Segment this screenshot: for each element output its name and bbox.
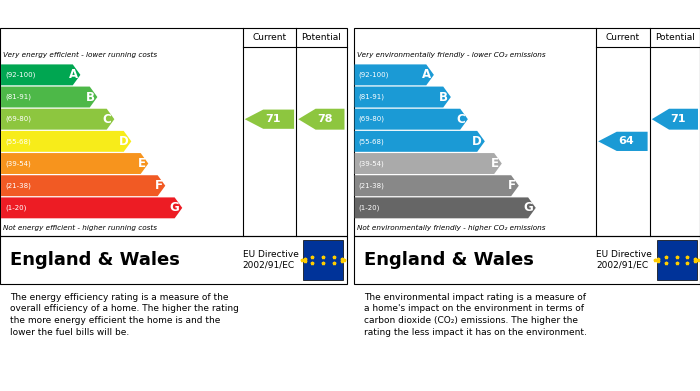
Polygon shape [1, 109, 114, 130]
Text: F: F [155, 179, 162, 192]
Text: Energy Efficiency Rating: Energy Efficiency Rating [10, 7, 194, 20]
Text: (92-100): (92-100) [358, 72, 389, 78]
Polygon shape [245, 109, 294, 129]
Polygon shape [354, 153, 502, 174]
Text: D: D [473, 135, 482, 148]
Text: Potential: Potential [302, 33, 342, 42]
Polygon shape [354, 86, 451, 108]
Text: B: B [439, 91, 448, 104]
Text: (21-38): (21-38) [358, 183, 384, 189]
Text: (81-91): (81-91) [5, 94, 32, 100]
Text: (92-100): (92-100) [5, 72, 36, 78]
Text: D: D [119, 135, 129, 148]
Text: Very energy efficient - lower running costs: Very energy efficient - lower running co… [4, 52, 158, 58]
Text: Not energy efficient - higher running costs: Not energy efficient - higher running co… [4, 224, 158, 231]
Polygon shape [1, 131, 132, 152]
Text: Not environmentally friendly - higher CO₂ emissions: Not environmentally friendly - higher CO… [357, 224, 545, 231]
Text: C: C [456, 113, 465, 126]
Text: Potential: Potential [655, 33, 695, 42]
Text: Environmental Impact (CO₂) Rating: Environmental Impact (CO₂) Rating [364, 7, 626, 20]
Text: E: E [491, 157, 499, 170]
Text: EU Directive
2002/91/EC: EU Directive 2002/91/EC [596, 250, 652, 270]
Text: B: B [85, 91, 94, 104]
Polygon shape [354, 175, 519, 196]
Polygon shape [354, 65, 434, 85]
Text: (69-80): (69-80) [358, 116, 385, 122]
Text: G: G [169, 201, 179, 214]
Text: (55-68): (55-68) [358, 138, 384, 145]
Text: The energy efficiency rating is a measure of the
overall efficiency of a home. T: The energy efficiency rating is a measur… [10, 292, 239, 337]
Polygon shape [1, 153, 148, 174]
Bar [303, 240, 343, 280]
Text: G: G [523, 201, 533, 214]
Text: (1-20): (1-20) [358, 204, 380, 211]
Text: (81-91): (81-91) [358, 94, 385, 100]
Polygon shape [598, 132, 648, 151]
Text: The environmental impact rating is a measure of
a home's impact on the environme: The environmental impact rating is a mea… [364, 292, 587, 337]
Polygon shape [1, 175, 165, 196]
Text: (55-68): (55-68) [5, 138, 31, 145]
Polygon shape [652, 109, 698, 130]
Polygon shape [1, 86, 97, 108]
Text: F: F [508, 179, 516, 192]
Text: England & Wales: England & Wales [364, 251, 534, 269]
Polygon shape [298, 109, 344, 130]
Text: (21-38): (21-38) [5, 183, 31, 189]
Text: EU Directive
2002/91/EC: EU Directive 2002/91/EC [242, 250, 298, 270]
Text: A: A [69, 68, 78, 81]
Text: England & Wales: England & Wales [10, 251, 181, 269]
Polygon shape [354, 197, 536, 218]
Polygon shape [354, 131, 485, 152]
Polygon shape [1, 65, 80, 85]
Text: 78: 78 [317, 114, 332, 124]
Polygon shape [1, 197, 182, 218]
Text: E: E [137, 157, 146, 170]
Bar [657, 240, 696, 280]
Text: 71: 71 [671, 114, 686, 124]
Text: Current: Current [252, 33, 286, 42]
Text: Current: Current [606, 33, 640, 42]
Text: (69-80): (69-80) [5, 116, 32, 122]
Text: Very environmentally friendly - lower CO₂ emissions: Very environmentally friendly - lower CO… [357, 52, 545, 58]
Text: C: C [103, 113, 111, 126]
Polygon shape [354, 109, 468, 130]
Text: 64: 64 [619, 136, 634, 146]
Text: (39-54): (39-54) [5, 160, 31, 167]
Text: (1-20): (1-20) [5, 204, 27, 211]
Text: (39-54): (39-54) [358, 160, 384, 167]
Text: 71: 71 [265, 114, 281, 124]
Text: A: A [422, 68, 431, 81]
